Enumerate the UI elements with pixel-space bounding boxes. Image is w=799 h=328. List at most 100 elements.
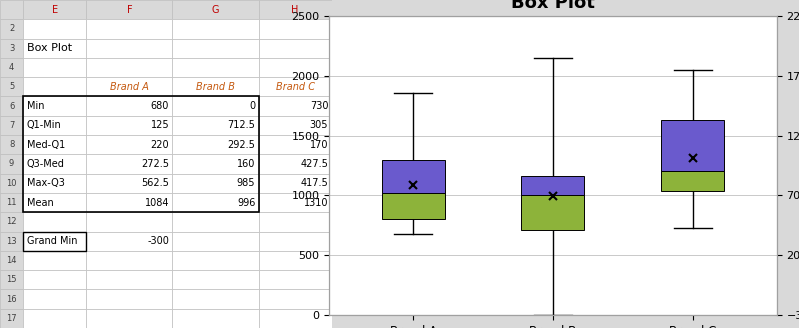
Text: 9: 9 [9,159,14,169]
Text: Min: Min [26,101,44,111]
Bar [86,0,173,19]
Bar [86,232,173,251]
Text: 1310: 1310 [304,197,328,208]
Bar [173,19,259,39]
Text: Med-Q1: Med-Q1 [26,140,65,150]
Bar [0,251,23,270]
Bar [86,289,173,309]
Bar [86,135,173,154]
Bar [0,116,23,135]
Bar [86,58,173,77]
Bar [23,116,86,135]
Bar [0,96,23,116]
Bar [173,174,259,193]
Bar [259,116,332,135]
Text: 220: 220 [150,140,169,150]
Text: 427.5: 427.5 [300,159,328,169]
Text: 730: 730 [310,101,328,111]
Bar [23,193,86,212]
Bar [0,58,23,77]
Bar [259,39,332,58]
Text: 292.5: 292.5 [228,140,256,150]
Bar [86,96,173,116]
Bar [23,232,86,251]
Bar [86,154,173,174]
Bar [23,212,86,232]
Bar [0,212,23,232]
Text: Max-Q3: Max-Q3 [26,178,65,188]
Bar [86,309,173,328]
Bar [173,309,259,328]
Bar [23,77,86,96]
Text: 305: 305 [310,120,328,131]
Text: 16: 16 [6,295,17,303]
Text: Box Plot: Box Plot [26,43,72,53]
Bar [259,193,332,212]
Text: 0: 0 [249,101,256,111]
Bar [23,251,86,270]
Bar [86,39,173,58]
Bar [86,212,173,232]
Text: 1084: 1084 [145,197,169,208]
Bar [259,174,332,193]
Bar [173,154,259,174]
Text: 125: 125 [150,120,169,131]
Text: Brand B: Brand B [196,82,235,92]
Text: 2: 2 [9,25,14,33]
Bar [23,0,86,19]
Text: -300: -300 [147,236,169,246]
Bar [173,193,259,212]
Bar [0,77,23,96]
Bar [662,171,724,191]
Text: 5: 5 [9,82,14,91]
Text: 15: 15 [6,275,17,284]
Bar [173,135,259,154]
Bar [0,309,23,328]
Bar [259,212,332,232]
Text: 562.5: 562.5 [141,178,169,188]
Bar [0,232,23,251]
Text: G: G [212,5,219,15]
Bar [329,16,777,315]
Bar [173,270,259,289]
Text: Q1-Min: Q1-Min [26,120,62,131]
Bar [259,154,332,174]
Bar [23,19,86,39]
Text: E: E [52,5,58,15]
Bar [173,0,259,19]
Bar [259,309,332,328]
Bar [86,116,173,135]
Bar [86,251,173,270]
Bar [86,193,173,212]
Bar [23,289,86,309]
Text: Q3-Med: Q3-Med [26,159,65,169]
Bar [259,19,332,39]
Bar [259,232,332,251]
Bar [522,195,584,230]
Bar [23,270,86,289]
Text: 272.5: 272.5 [141,159,169,169]
Bar [0,270,23,289]
Text: 3: 3 [9,44,14,53]
Text: Grand Min: Grand Min [26,236,77,246]
Text: 996: 996 [237,197,256,208]
Text: 11: 11 [6,198,17,207]
Bar [382,193,444,219]
Bar [86,77,173,96]
Bar [662,191,724,315]
Bar [173,58,259,77]
Bar [23,232,86,251]
Text: 680: 680 [151,101,169,111]
Text: F: F [126,5,132,15]
Bar [173,212,259,232]
Bar [86,270,173,289]
Bar [173,77,259,96]
Bar [0,39,23,58]
Text: 7: 7 [9,121,14,130]
Bar [259,270,332,289]
Bar [86,19,173,39]
Bar [382,160,444,193]
Text: 985: 985 [237,178,256,188]
Bar [23,96,259,212]
Text: 8: 8 [9,140,14,149]
